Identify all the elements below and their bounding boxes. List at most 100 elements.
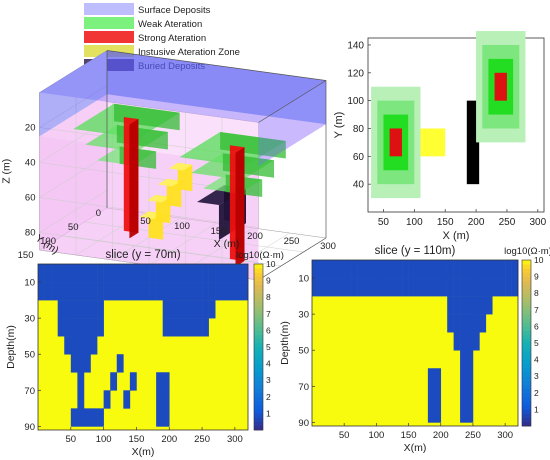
colorbar-segment [522, 318, 531, 323]
colorbar-tick-label: 10 [266, 259, 276, 269]
slice-cell [434, 404, 442, 423]
colorbar-segment [254, 284, 263, 290]
colorbar-tick-label: 8 [534, 288, 539, 298]
slice-cell [440, 260, 448, 279]
slice-x-axis-label: X(m) [404, 442, 427, 454]
colorbar-segment [522, 351, 531, 356]
slice-cell [110, 372, 118, 391]
slice-cell [83, 408, 91, 427]
slice-y-tick-label: 70 [298, 382, 309, 393]
colorbar-segment [522, 268, 531, 273]
slice-cell [421, 260, 429, 279]
slice-y-tick-label: 30 [24, 314, 35, 325]
grid-line [84, 221, 304, 253]
slice-cell [492, 278, 499, 297]
slice-cell [485, 296, 493, 315]
slice-cell [427, 386, 435, 405]
slice-cell [331, 260, 339, 279]
colorbar-tick-label: 7 [534, 305, 539, 315]
colorbar-segment [254, 309, 263, 315]
slice-cell [110, 264, 118, 283]
slice-cell [312, 278, 319, 297]
colorbar-segment [254, 293, 263, 298]
slice-cell [228, 264, 236, 283]
slice-cell [83, 354, 91, 373]
legend-label: Surface Deposits [138, 5, 211, 16]
slice-cell [90, 408, 98, 427]
plan-y-axis-label: Y (m) [333, 112, 345, 139]
y-tick-label-3d: 100 [40, 236, 56, 247]
colorbar-segment [522, 417, 531, 423]
slice-cell [57, 318, 65, 337]
slice-cell [70, 264, 78, 283]
slice-cell [460, 386, 467, 405]
slice-cell [83, 264, 91, 283]
slice-cell [466, 404, 474, 423]
colorbar-segment [254, 338, 263, 344]
slice-cell [202, 300, 209, 319]
slice-cell [149, 264, 157, 283]
colorbar-segment [254, 355, 263, 360]
slice-y-tick-label: 90 [24, 422, 35, 433]
slice-cell [395, 278, 403, 297]
colorbar-tick-label: 2 [534, 388, 539, 398]
box-edge [106, 50, 327, 81]
slice-cell [175, 282, 183, 301]
colorbar-segment [522, 380, 531, 385]
colorbar-tick-label: 3 [266, 375, 271, 385]
colorbar-segment [522, 388, 531, 394]
slice-cell [136, 282, 144, 301]
slice-title: slice (y = 110m) [375, 245, 456, 257]
slice-x-tick-label: 150 [129, 434, 145, 445]
slice-cell [195, 300, 203, 319]
colorbar-segment [254, 371, 263, 377]
slice-cell [83, 300, 91, 319]
colorbar-segment [522, 260, 531, 265]
colorbar-tick-label: 6 [534, 321, 539, 331]
slice-cell [408, 278, 416, 297]
slice-cell [363, 278, 371, 297]
colorbar-segment [254, 276, 263, 281]
slice-cell [70, 354, 78, 373]
legend-swatch [84, 17, 134, 29]
slice-cell [215, 264, 223, 283]
slice-cell [156, 390, 163, 409]
z-tick-label-3d: 20 [25, 123, 36, 134]
slice-cell [460, 332, 467, 351]
slice-x-tick-label: 200 [433, 430, 449, 441]
slice-cell [234, 264, 242, 283]
slice-cell [241, 264, 249, 283]
legend-label: Strong Ateration [138, 33, 206, 44]
slice-cell [90, 282, 98, 301]
plan-x-tick-label: 50 [378, 217, 390, 228]
colorbar-segment [254, 417, 263, 423]
slice-cell [97, 408, 104, 427]
slice-title: slice (y = 70m) [105, 249, 180, 261]
slice-cell [202, 264, 209, 283]
volume-side [39, 94, 107, 250]
slice-cell [156, 282, 163, 301]
colorbar-segment [254, 301, 263, 306]
slice-cell [427, 260, 435, 279]
colorbar-segment [522, 305, 531, 311]
colorbar-segment [522, 401, 531, 406]
colorbar-segment [254, 272, 263, 277]
slice-cell [318, 278, 326, 297]
plan-x-tick-label: 250 [499, 217, 516, 228]
slice-cell [337, 278, 345, 297]
colorbar-segment [254, 367, 263, 373]
slice-cell [466, 332, 474, 351]
slice-cell [77, 354, 85, 373]
slice-cell [202, 318, 209, 337]
colorbar-tick-label: 5 [534, 338, 539, 348]
slice-cell [479, 296, 487, 315]
colorbar-segment [254, 305, 263, 311]
slice-cell [505, 260, 512, 279]
slice-cell [51, 264, 58, 283]
slice-y-tick-label: 50 [24, 350, 35, 361]
slice-cell [434, 368, 442, 387]
slice-cell [83, 282, 91, 301]
intrusive-zone [146, 194, 171, 203]
slice-cell [90, 264, 98, 283]
